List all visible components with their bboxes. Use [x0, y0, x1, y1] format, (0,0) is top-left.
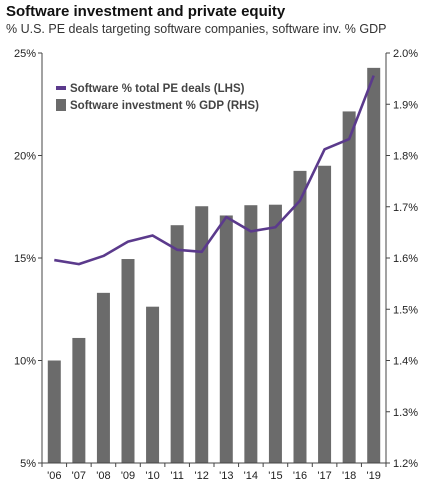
right-tick-label-7: 1.9% — [393, 99, 418, 111]
x-tick-label-12: '18 — [342, 470, 356, 482]
x-tick-label-3: '09 — [121, 470, 135, 482]
x-tick-label-5: '11 — [170, 470, 184, 482]
bar-2 — [96, 292, 110, 463]
bar-13 — [367, 67, 381, 464]
x-tick-label-8: '14 — [244, 470, 258, 482]
x-tick-label-10: '16 — [293, 470, 307, 482]
bar-9 — [268, 204, 282, 463]
line-series — [54, 75, 375, 266]
chart-subtitle: % U.S. PE deals targeting software compa… — [6, 22, 387, 36]
x-tick-label-0: '06 — [47, 470, 61, 482]
left-tick-label-0: 5% — [20, 458, 36, 470]
x-tick-label-9: '15 — [268, 470, 282, 482]
bar-8 — [244, 205, 258, 463]
legend: Software % total PE deals (LHS) Software… — [56, 83, 259, 112]
x-tick-label-4: '10 — [145, 470, 159, 482]
x-tick-label-1: '07 — [72, 470, 86, 482]
bar-0 — [47, 360, 61, 463]
right-tick-label-3: 1.5% — [393, 304, 418, 316]
bar-11 — [318, 165, 332, 463]
x-tick-label-6: '12 — [195, 470, 209, 482]
bar-6 — [195, 206, 209, 464]
right-tick-label-4: 1.6% — [393, 253, 418, 265]
right-tick-label-1: 1.3% — [393, 407, 418, 419]
legend-label-bar: Software investment % GDP (RHS) — [70, 100, 259, 112]
legend-bar-swatch — [56, 99, 66, 111]
left-tick-label-4: 25% — [14, 48, 36, 60]
x-tick-label-13: '19 — [367, 470, 381, 482]
bar-series — [47, 67, 381, 464]
left-tick-label-2: 15% — [14, 253, 36, 265]
legend-label-line: Software % total PE deals (LHS) — [70, 83, 245, 95]
x-tick-label-7: '13 — [219, 470, 233, 482]
x-tick-label-11: '17 — [317, 470, 331, 482]
bar-7 — [219, 215, 233, 463]
bar-10 — [293, 170, 307, 463]
bar-12 — [342, 111, 356, 464]
left-tick-label-3: 20% — [14, 151, 36, 163]
x-tick-label-2: '08 — [96, 470, 110, 482]
right-tick-label-8: 2.0% — [393, 48, 418, 60]
right-tick-label-0: 1.2% — [393, 458, 418, 470]
right-tick-label-5: 1.7% — [393, 202, 418, 214]
left-tick-label-1: 10% — [14, 356, 36, 368]
bar-1 — [72, 337, 86, 463]
bar-5 — [170, 225, 184, 463]
right-tick-label-2: 1.4% — [393, 356, 418, 368]
bar-4 — [146, 306, 160, 463]
bar-3 — [121, 259, 135, 463]
axes: 5% 10% 15% 20% 25% 1.2% 1.3% 1.4% 1.5% 1.6% 1.7% 1.… — [14, 48, 418, 482]
line-path — [54, 75, 375, 266]
chart-title: Software investment and private equity — [6, 3, 286, 20]
right-tick-label-6: 1.8% — [393, 151, 418, 163]
